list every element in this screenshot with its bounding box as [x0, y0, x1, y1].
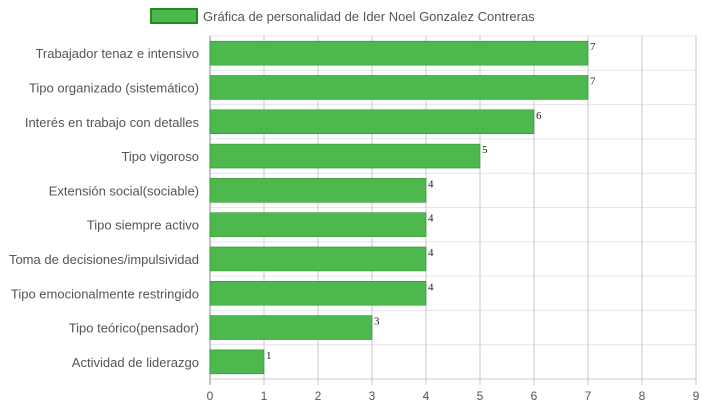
category-label: Extensión social(sociable) [49, 183, 199, 198]
category-label: Trabajador tenaz e intensivo [35, 46, 199, 61]
value-label: 7 [590, 41, 596, 53]
value-label: 7 [590, 75, 596, 87]
category-labels: Trabajador tenaz e intensivo Tipo organiz… [9, 46, 200, 370]
bar[interactable] [209, 109, 535, 134]
x-tick-label: 8 [639, 389, 646, 403]
bar[interactable] [209, 315, 373, 340]
bar[interactable] [209, 143, 481, 169]
legend-swatch [150, 8, 198, 24]
value-labels: 7 7 6 5 4 4 4 4 3 1 [266, 41, 596, 362]
bar[interactable] [209, 178, 427, 203]
bar[interactable] [209, 349, 265, 375]
value-label: 4 [428, 213, 434, 225]
category-label: Tipo teórico(pensador) [69, 321, 199, 336]
category-label: Tipo siempre activo [87, 218, 199, 233]
x-tick-label: 4 [423, 389, 430, 403]
value-label: 3 [374, 316, 380, 328]
value-label: 5 [482, 144, 488, 156]
category-label: Actividad de liderazgo [72, 355, 199, 370]
bar[interactable] [209, 40, 589, 66]
bar[interactable] [209, 281, 427, 306]
legend-label: Gráfica de personalidad de Ider Noel Gon… [203, 9, 535, 24]
x-tick-label: 2 [315, 389, 322, 403]
category-label: Tipo emocionalmente restringido [11, 286, 199, 301]
value-label: 4 [428, 178, 434, 190]
bar[interactable] [209, 246, 427, 272]
category-label: Tipo organizado (sistemático) [29, 80, 199, 95]
x-tick-label: 1 [261, 389, 268, 403]
chart-legend[interactable]: Gráfica de personalidad de Ider Noel Gon… [150, 8, 535, 24]
x-axis-ticks: 0 1 2 3 4 5 6 7 8 9 [207, 389, 700, 403]
x-tick-label: 3 [369, 389, 376, 403]
x-tick-label: 7 [585, 389, 592, 403]
bar[interactable] [209, 75, 589, 100]
x-tick-label: 5 [477, 389, 484, 403]
value-label: 1 [266, 350, 272, 362]
x-tick-label: 9 [693, 389, 700, 403]
x-tick-label: 0 [207, 389, 214, 403]
x-tick-label: 6 [531, 389, 538, 403]
value-label: 4 [428, 281, 434, 293]
bar[interactable] [209, 212, 427, 237]
category-label: Toma de decisiones/impulsividad [9, 252, 199, 267]
value-label: 4 [428, 247, 434, 259]
value-label: 6 [536, 110, 542, 122]
category-label: Tipo vigoroso [121, 149, 199, 164]
chart-bars [209, 40, 589, 375]
category-label: Interés en trabajo con detalles [25, 115, 200, 130]
